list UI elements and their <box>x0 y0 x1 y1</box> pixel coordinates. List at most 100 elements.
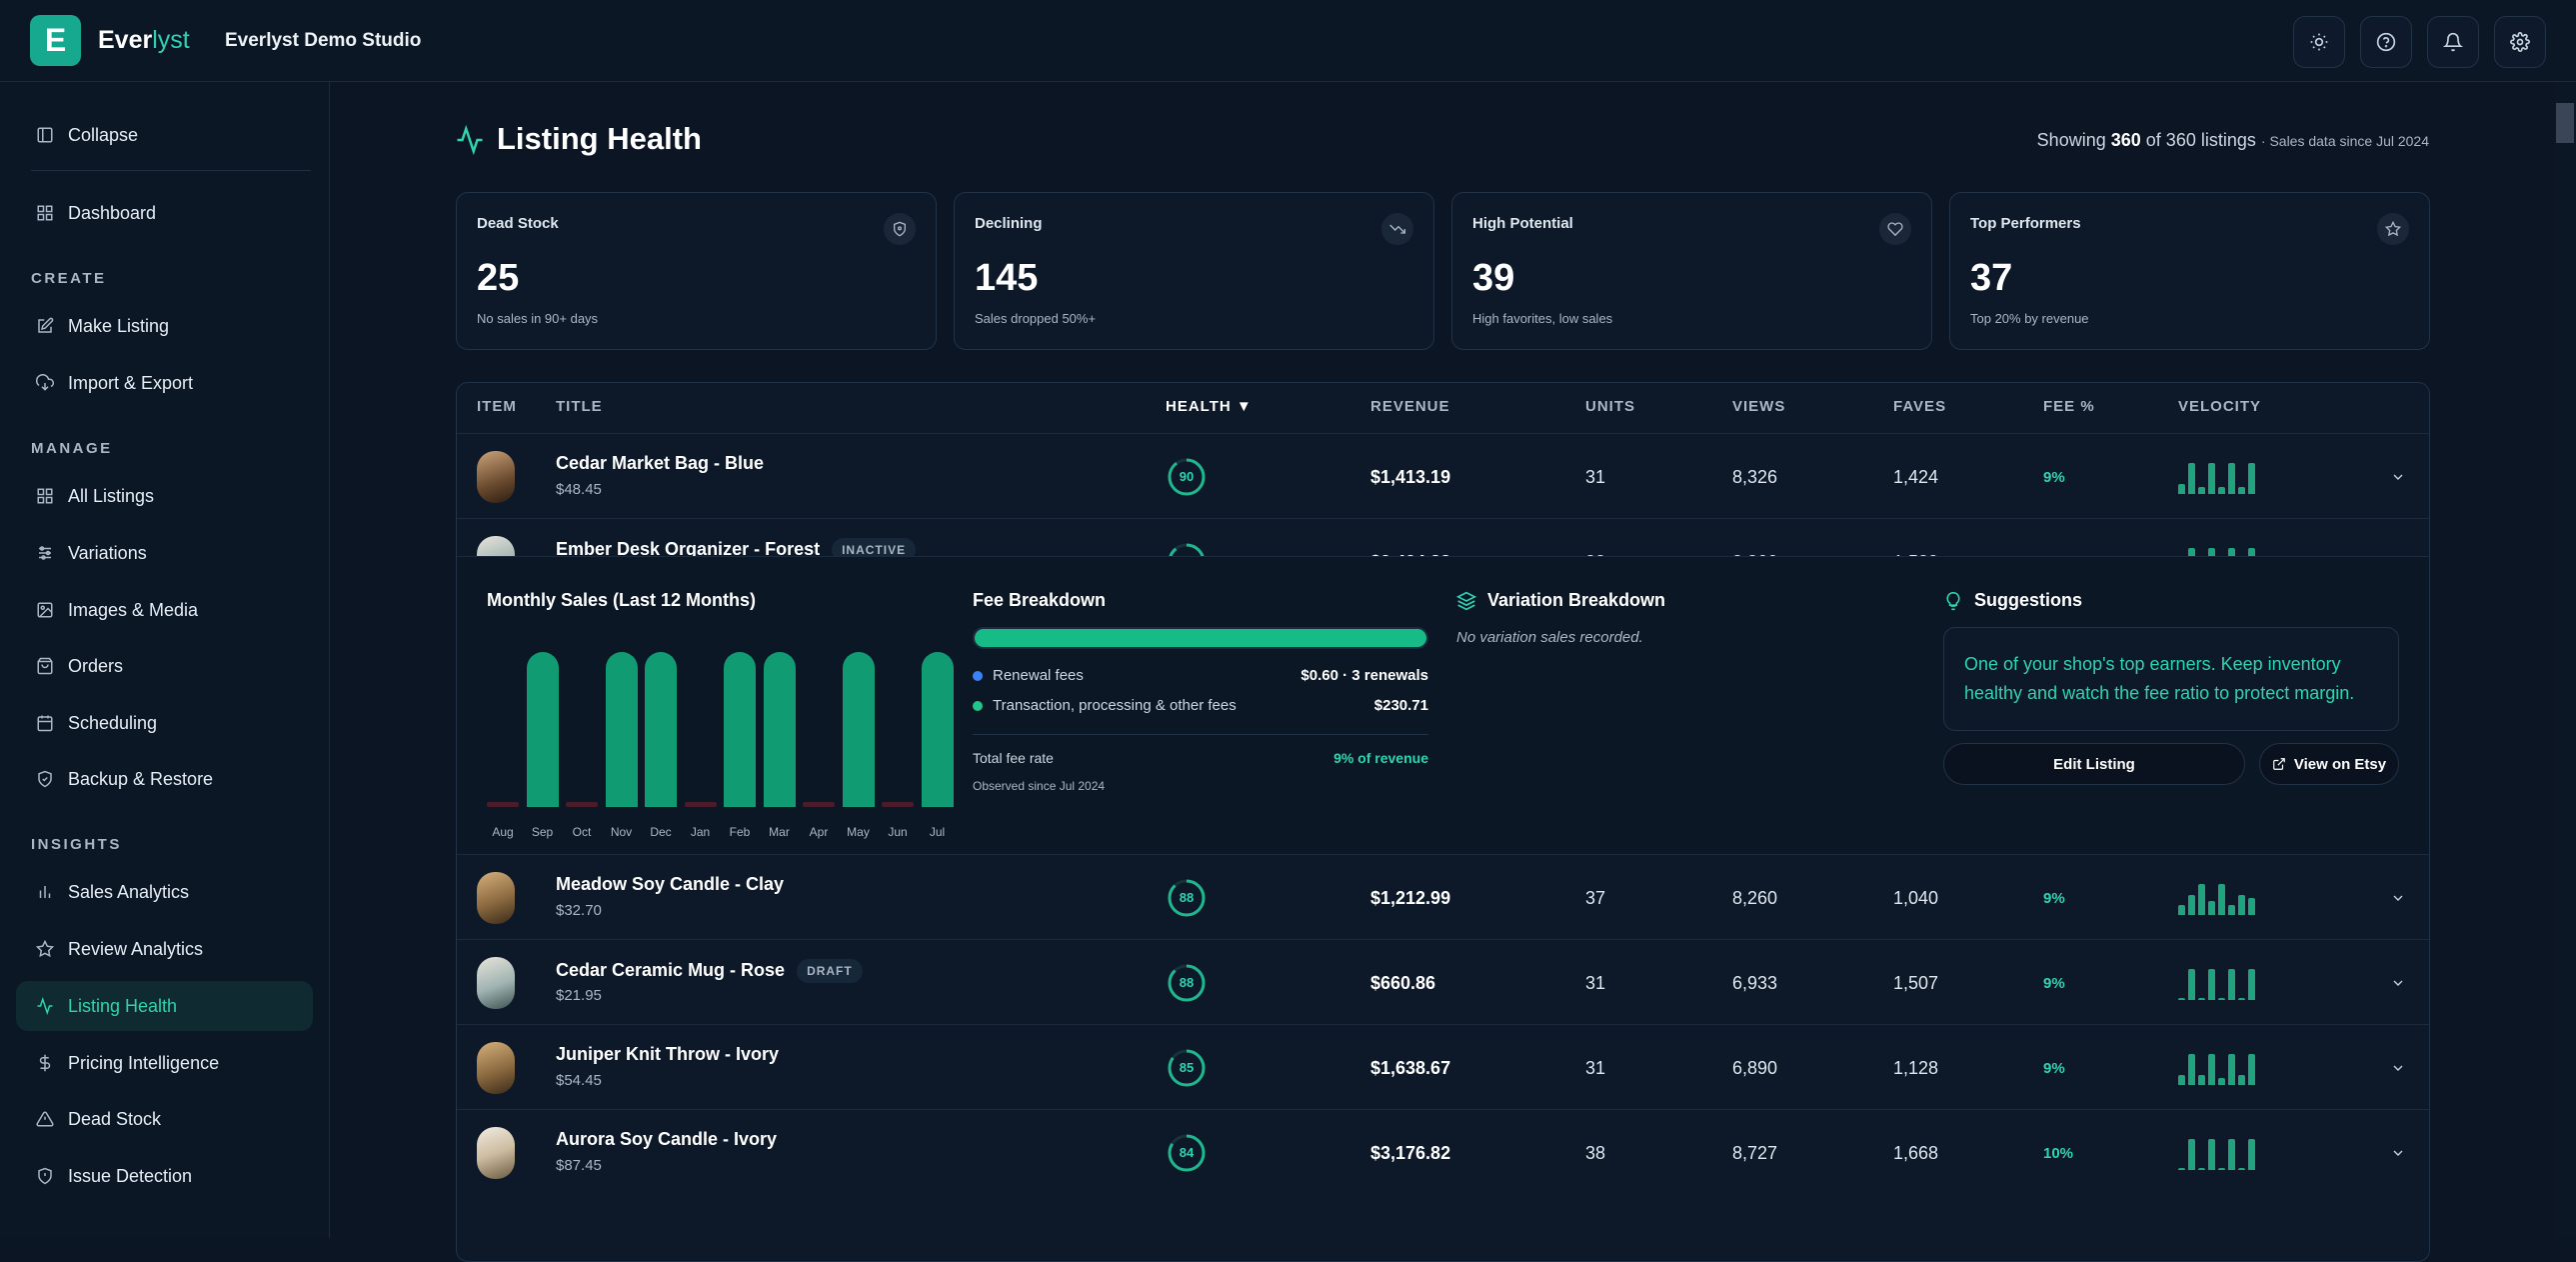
chevron-down-icon[interactable] <box>2390 469 2406 485</box>
velocity-bar <box>2238 486 2245 494</box>
fee-row-renewal: Renewal fees $0.60 · 3 renewals <box>973 667 1428 684</box>
sidebar-item-orders[interactable]: Orders <box>16 641 313 691</box>
listing-thumbnail[interactable] <box>477 871 515 924</box>
variation-breakdown-title: Variation Breakdown <box>1487 590 1666 610</box>
scrollbar-thumb[interactable] <box>2556 103 2574 143</box>
star-icon <box>36 940 54 958</box>
listing-thumbnail[interactable] <box>477 956 515 1009</box>
sidebar-item-dead-stock[interactable]: Dead Stock <box>16 1094 313 1144</box>
notifications-button[interactable] <box>2427 16 2479 68</box>
card-high-potential[interactable]: High Potential 39 High favorites, low sa… <box>1451 192 1932 350</box>
month-label: Sep <box>531 825 554 839</box>
listing-title[interactable]: Juniper Knit Throw - Ivory <box>556 1044 779 1065</box>
sidebar-item-make-listing[interactable]: Make Listing <box>16 301 313 351</box>
pulse-icon <box>457 125 483 155</box>
column-header-velocity[interactable]: VELOCITY <box>2178 398 2262 415</box>
velocity-bar <box>2178 997 2185 1000</box>
sun-icon <box>2310 33 2328 51</box>
dashboard-icon <box>37 205 53 221</box>
sidebar-item-pricing-intelligence[interactable]: Pricing Intelligence <box>16 1038 313 1088</box>
listing-title[interactable]: Cedar Market Bag - Blue <box>556 453 764 474</box>
sidebar-item-label: Backup & Restore <box>68 768 214 789</box>
sidebar-item-images-media[interactable]: Images & Media <box>16 585 313 635</box>
sidebar-item-review-analytics[interactable]: Review Analytics <box>16 924 313 974</box>
table-row[interactable]: Meadow Soy Candle - Clay $32.70 88 $1,212.9… <box>457 854 2429 939</box>
table-row[interactable]: Aurora Soy Candle - Ivory $87.45 84 $3,176.… <box>457 1109 2429 1194</box>
listing-title[interactable]: Ember Desk Organizer - Forest INACTIVE <box>556 538 917 562</box>
listing-price: $87.45 <box>556 1156 602 1174</box>
column-header-revenue[interactable]: REVENUE <box>1370 398 1450 415</box>
velocity-bar <box>2208 900 2215 915</box>
velocity-bar <box>2188 1053 2195 1085</box>
velocity-bar <box>2248 968 2255 1000</box>
listing-title[interactable]: Cedar Ceramic Mug - Rose DRAFT <box>556 958 863 983</box>
sliders-icon <box>39 546 51 560</box>
sidebar-item-variations[interactable]: Variations <box>16 528 313 578</box>
listing-thumbnail[interactable] <box>477 1041 515 1094</box>
column-header-fee[interactable]: FEE % <box>2043 398 2095 415</box>
sidebar-item-listing-health[interactable]: Listing Health <box>16 981 313 1031</box>
column-header-units[interactable]: UNITS <box>1585 398 1635 415</box>
card-top-performers[interactable]: Top Performers 37 Top 20% by revenue <box>1949 192 2430 350</box>
settings-button[interactable] <box>2494 16 2546 68</box>
sidebar-item-sales-analytics[interactable]: Sales Analytics <box>16 867 313 917</box>
section-manage: MANAGE <box>31 440 113 457</box>
sidebar-item-label: Images & Media <box>68 599 199 620</box>
column-header-views[interactable]: VIEWS <box>1732 398 1786 415</box>
section-create: CREATE <box>31 270 107 287</box>
sidebar-item-scheduling[interactable]: Scheduling <box>16 698 313 748</box>
fee-breakdown-bar <box>973 627 1428 649</box>
column-header-faves[interactable]: FAVES <box>1893 398 1947 415</box>
sidebar-item-all-listings[interactable]: All Listings <box>16 471 313 521</box>
sidebar-item-import-export[interactable]: Import & Export <box>16 358 313 408</box>
listing-title-text: Ember Desk Organizer - Forest <box>556 538 821 559</box>
fee-cell: 9% <box>2043 974 2065 992</box>
units-cell: 37 <box>1585 887 1606 908</box>
month-label: Oct <box>572 825 592 839</box>
velocity-bar <box>2228 1138 2235 1170</box>
velocity-bar <box>2218 883 2225 915</box>
units-cell: 31 <box>1585 466 1606 487</box>
listing-title[interactable]: Aurora Soy Candle - Ivory <box>556 1129 777 1150</box>
table-row[interactable]: Cedar Ceramic Mug - Rose DRAFT $21.95 88 $66… <box>457 939 2429 1024</box>
card-value: 25 <box>477 257 520 299</box>
card-declining[interactable]: Declining 145 Sales dropped 50%+ <box>954 192 1434 350</box>
gear-icon <box>2510 32 2530 52</box>
table-row[interactable]: Juniper Knit Throw - Ivory $54.45 85 $1,638… <box>457 1024 2429 1109</box>
edit-listing-button[interactable]: Edit Listing <box>1943 743 2245 785</box>
listing-thumbnail[interactable] <box>477 450 515 503</box>
column-header-item[interactable]: ITEM <box>477 398 517 415</box>
listing-title[interactable]: Meadow Soy Candle - Clay <box>556 874 784 895</box>
sidebar-item-issue-detection[interactable]: Issue Detection <box>16 1151 313 1201</box>
column-header-health[interactable]: HEALTH ▼ <box>1166 398 1253 415</box>
sidebar-collapse[interactable]: Collapse <box>16 110 313 160</box>
sidebar-item-label: Import & Export <box>68 372 194 393</box>
theme-toggle-button[interactable] <box>2293 16 2345 68</box>
month-label: Mar <box>769 825 790 839</box>
column-header-title[interactable]: TITLE <box>556 398 603 415</box>
units-cell: 31 <box>1585 972 1606 993</box>
image-icon <box>37 602 53 618</box>
help-button[interactable] <box>2360 16 2412 68</box>
renewal-dot <box>973 671 983 682</box>
showing-total: of 360 listings <box>2145 130 2256 150</box>
faves-cell: 1,128 <box>1893 1057 1939 1078</box>
logo-icon[interactable]: E <box>30 15 81 66</box>
scrollbar[interactable] <box>2554 82 2576 1238</box>
velocity-bar <box>2188 1138 2195 1170</box>
revenue-cell: $1,638.67 <box>1370 1057 1451 1078</box>
faves-cell: 1,424 <box>1893 466 1939 487</box>
chevron-down-icon[interactable] <box>2390 975 2406 991</box>
sidebar-item-dashboard[interactable]: Dashboard <box>16 188 313 238</box>
card-dead-stock[interactable]: Dead Stock 25 No sales in 90+ days <box>456 192 937 350</box>
brand-name[interactable]: Everlyst <box>98 26 190 55</box>
table-row[interactable]: Cedar Market Bag - Blue $48.45 90 $1,413.19… <box>457 433 2429 518</box>
chevron-down-icon[interactable] <box>2390 1145 2406 1161</box>
studio-name[interactable]: Everlyst Demo Studio <box>225 30 422 51</box>
listing-thumbnail[interactable] <box>477 1126 515 1179</box>
sidebar-item-backup-restore[interactable]: Backup & Restore <box>16 754 313 804</box>
view-on-etsy-button[interactable]: View on Etsy <box>2259 743 2399 785</box>
chevron-down-icon[interactable] <box>2390 1060 2406 1076</box>
listing-title-text: Aurora Soy Candle - Ivory <box>556 1128 778 1149</box>
chevron-down-icon[interactable] <box>2390 890 2406 906</box>
